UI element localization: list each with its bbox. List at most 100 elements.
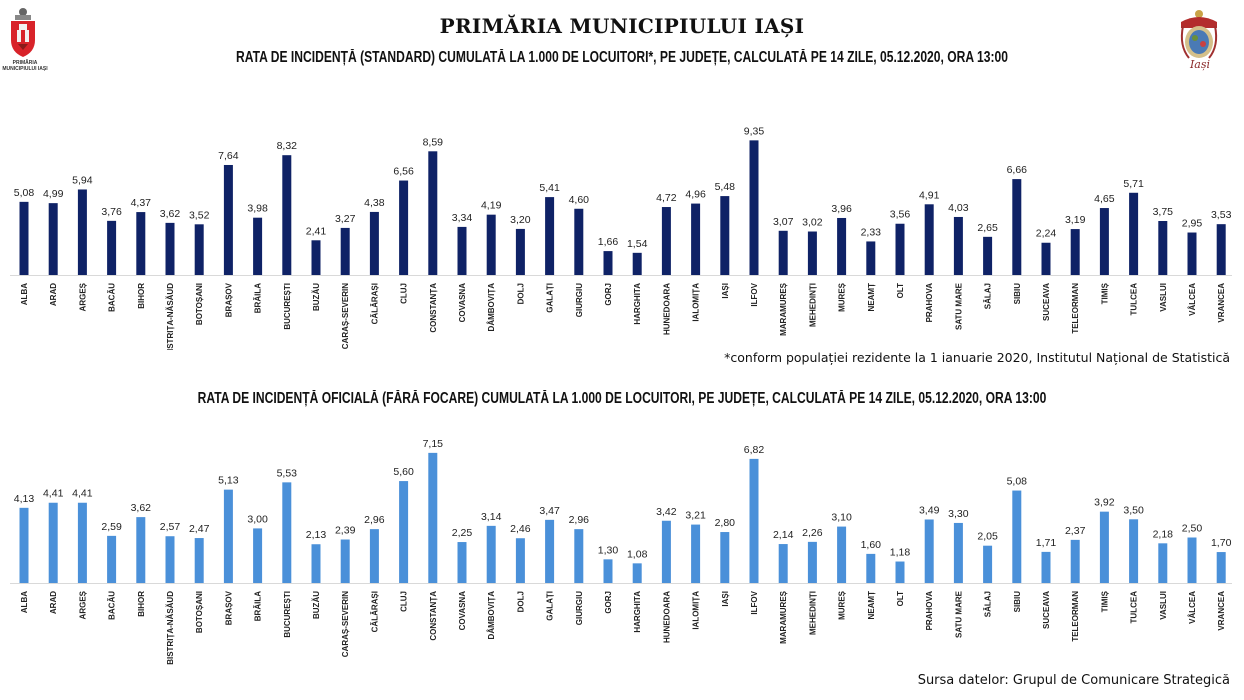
bar [311, 544, 321, 583]
category-label: BACĂU [108, 591, 117, 620]
data-label: 3,96 [831, 203, 852, 215]
data-label: 3,50 [1123, 504, 1144, 516]
data-label: 3,62 [160, 208, 181, 220]
data-label: 6,66 [1007, 164, 1028, 176]
data-label: 4,13 [14, 493, 35, 505]
data-label: 3,30 [948, 508, 969, 520]
data-label: 6,56 [393, 166, 414, 178]
bar [837, 526, 847, 583]
data-label: 4,37 [131, 197, 152, 209]
bar [545, 519, 555, 583]
category-label: PRAHOVA [925, 591, 934, 631]
data-label: 4,38 [364, 197, 385, 209]
data-label: 3,20 [510, 214, 531, 226]
data-label: 2,18 [1153, 528, 1174, 540]
data-label: 4,65 [1094, 193, 1115, 205]
bar [866, 241, 876, 275]
data-label: 7,15 [423, 438, 444, 450]
data-label: 9,35 [744, 125, 765, 137]
category-label: MEHEDINȚI [808, 283, 817, 327]
bar [486, 214, 496, 275]
data-label: 1,30 [598, 544, 619, 556]
bar [1012, 490, 1022, 583]
bar [253, 217, 263, 275]
primaria-iasi-logo [6, 4, 40, 90]
data-label: 3,07 [773, 216, 794, 228]
category-label: SIBIU [1013, 283, 1022, 305]
bar [340, 539, 350, 583]
category-label: CARAȘ-SEVERIN [341, 591, 350, 657]
data-label: 2,33 [861, 226, 882, 238]
category-label: MEHEDINȚI [808, 591, 817, 635]
data-label: 2,39 [335, 525, 356, 537]
data-label: 3,49 [919, 504, 940, 516]
data-label: 3,62 [131, 502, 152, 514]
data-label: 1,08 [627, 548, 648, 560]
data-label: 2,80 [715, 517, 736, 529]
bar [165, 536, 175, 583]
bar [194, 538, 204, 583]
bar [661, 207, 671, 275]
data-label: 2,65 [977, 222, 998, 234]
category-label: SATU MARE [954, 590, 963, 638]
data-label: 4,99 [43, 188, 64, 200]
category-label: ILFOV [750, 282, 759, 306]
category-label: ALBA [20, 591, 29, 613]
data-label: 3,10 [831, 512, 852, 524]
bar [1158, 543, 1168, 583]
bar [136, 517, 146, 583]
chart-official-incidence: 4,13 ALBA 4,41 ARAD 4,41 ARGEȘ 2,59 BACĂU 3,62 BI… [10, 438, 1232, 665]
category-label: IALOMIȚA [692, 283, 701, 322]
data-label: 5,48 [715, 181, 736, 193]
data-label: 5,13 [218, 475, 239, 487]
data-label: 5,94 [72, 174, 93, 186]
bar [924, 204, 934, 275]
category-label: HUNEDOARA [662, 591, 671, 643]
category-label: BUZĂU [312, 591, 321, 619]
data-label: 1,18 [890, 547, 911, 559]
category-label: COVASNA [458, 591, 467, 631]
category-label: ARGEȘ [78, 590, 87, 619]
iasi-city-crest [1175, 6, 1223, 92]
category-label: ARAD [49, 591, 58, 614]
category-label: OLT [896, 591, 905, 607]
logo-right-caption: Iași [1189, 58, 1211, 71]
category-label: TULCEA [1130, 283, 1139, 316]
data-label: 4,41 [72, 488, 93, 500]
bar [603, 251, 613, 275]
data-label: 2,14 [773, 529, 794, 541]
category-label: VÂLCEA [1188, 591, 1197, 624]
bar [48, 203, 58, 275]
category-label: TELEORMAN [1071, 283, 1080, 334]
data-label: 2,95 [1182, 218, 1203, 230]
category-label: TIMIȘ [1100, 590, 1109, 612]
data-label: 1,71 [1036, 537, 1057, 549]
bar [574, 208, 584, 275]
chart1-title: RATA DE INCIDENȚĂ (STANDARD) CUMULATĂ LA… [236, 49, 1008, 66]
bar [1158, 221, 1168, 275]
bar [194, 224, 204, 275]
category-label: CLUJ [400, 283, 409, 304]
bar [1041, 242, 1051, 275]
category-label: VASLUI [1159, 283, 1168, 312]
bar [924, 519, 934, 583]
bar [515, 538, 525, 583]
bar [895, 561, 905, 583]
data-label: 4,72 [656, 192, 677, 204]
page-title: PRIMĂRIA MUNICIPIULUI IAȘI [439, 14, 805, 38]
category-label: VRANCEA [1217, 591, 1226, 631]
category-label: CONSTANȚA [429, 283, 438, 333]
category-label: VÂLCEA [1188, 283, 1197, 316]
data-label: 5,08 [1007, 476, 1028, 488]
bar [77, 502, 87, 583]
data-label: 7,64 [218, 150, 239, 162]
bar [369, 529, 379, 583]
bar [837, 217, 847, 275]
bar [691, 524, 701, 583]
bar [749, 140, 759, 275]
data-label: 2,59 [101, 521, 122, 533]
bar [399, 481, 409, 583]
data-label: 5,41 [539, 182, 560, 194]
bar [1070, 539, 1080, 583]
category-label: GALAȚI [546, 283, 555, 313]
